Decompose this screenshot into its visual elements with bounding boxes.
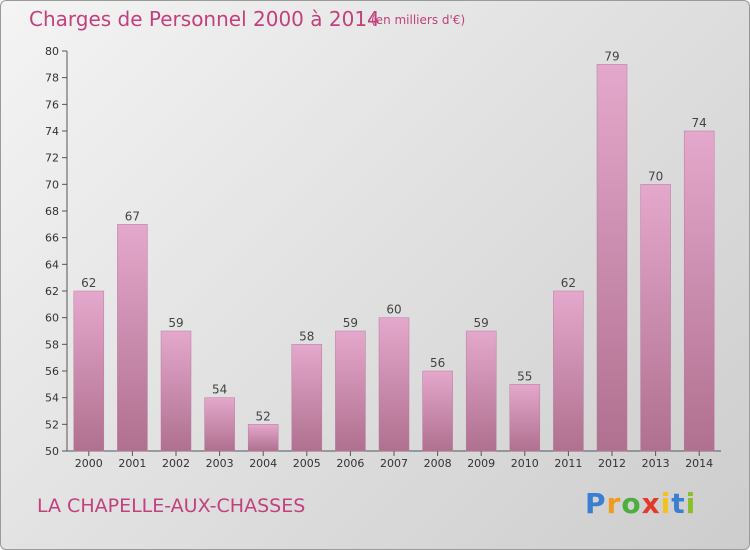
bars-group: 62 67 59 54 52 58 59 60 56 59 55 62 79 70 74: [73, 49, 715, 452]
y-tick-label: 64: [45, 258, 59, 271]
y-axis: 50 52 54 56 58 60 62 64 66 68 70 72 74 76 78 80: [45, 45, 68, 458]
bar-value-label: 59: [474, 316, 489, 330]
logo-letter: P: [585, 487, 607, 520]
logo-letter: t: [671, 487, 686, 520]
commune-name: LA CHAPELLE-AUX-CHASSES: [37, 495, 306, 517]
x-tick-label: 2008: [424, 457, 452, 470]
bar: [204, 397, 235, 452]
x-tick-label: 2002: [162, 457, 190, 470]
x-tick-label: 2014: [685, 457, 713, 470]
bar: [247, 424, 279, 452]
y-tick-label: 74: [45, 125, 59, 138]
x-axis: 2000 2001 2002 2003 2004 2005 2006 2007 2008 2009…: [67, 450, 721, 470]
bar: [378, 317, 410, 452]
x-tick-label: 2013: [642, 457, 670, 470]
y-tick-label: 70: [45, 178, 59, 191]
logo-letter: x: [641, 487, 661, 520]
bar: [160, 330, 192, 452]
y-tick-label: 66: [45, 232, 59, 245]
bar: [509, 384, 541, 452]
proxiti-logo: Proxiti: [585, 487, 696, 520]
y-tick-label: 78: [45, 72, 59, 85]
bar: [640, 184, 671, 452]
bar: [553, 290, 584, 452]
y-tick-label: 76: [45, 98, 59, 111]
y-tick-label: 80: [45, 45, 59, 58]
x-tick-label: 2000: [75, 457, 103, 470]
bar: [335, 330, 366, 452]
bar-value-label: 74: [692, 116, 707, 130]
y-tick-label: 54: [45, 392, 59, 405]
x-tick-label: 2004: [249, 457, 277, 470]
chart-title: Charges de Personnel 2000 à 2014: [29, 7, 380, 31]
logo-letter: o: [621, 487, 642, 520]
bar-value-label: 58: [299, 329, 314, 343]
y-tick-label: 56: [45, 365, 59, 378]
bar: [291, 344, 323, 452]
bar-value-label: 59: [168, 316, 183, 330]
bar: [422, 370, 453, 452]
x-tick-label: 2007: [380, 457, 408, 470]
bar-value-label: 56: [430, 356, 445, 370]
x-tick-label: 2012: [598, 457, 626, 470]
bar-value-label: 52: [256, 409, 271, 423]
y-tick-label: 68: [45, 205, 59, 218]
logo-letter: i: [685, 487, 697, 520]
y-tick-label: 50: [45, 445, 59, 458]
x-tick-label: 2001: [118, 457, 146, 470]
x-tick-label: 2006: [336, 457, 364, 470]
bar: [73, 290, 105, 452]
y-tick-label: 58: [45, 338, 59, 351]
bar-value-label: 60: [386, 303, 401, 317]
bar: [683, 130, 715, 452]
bar-value-label: 55: [517, 369, 532, 383]
chart-subtitle: (en milliers d'€): [371, 13, 466, 27]
y-tick-label: 62: [45, 285, 59, 298]
logo-letter: i: [660, 487, 672, 520]
x-tick-label: 2011: [554, 457, 582, 470]
bar-value-label: 62: [81, 276, 96, 290]
bar: [465, 330, 497, 452]
x-tick-label: 2010: [511, 457, 539, 470]
x-tick-label: 2005: [293, 457, 321, 470]
y-tick-label: 72: [45, 152, 59, 165]
logo-letter: r: [606, 487, 622, 520]
bar: [117, 224, 148, 452]
bar-value-label: 54: [212, 383, 227, 397]
y-tick-label: 52: [45, 418, 59, 431]
y-tick-label: 60: [45, 312, 59, 325]
x-tick-label: 2009: [467, 457, 495, 470]
bar-value-label: 79: [604, 49, 619, 63]
bar-value-label: 59: [343, 316, 358, 330]
x-tick-label: 2003: [206, 457, 234, 470]
bar: [596, 64, 628, 452]
bar-value-label: 62: [561, 276, 576, 290]
bar-value-label: 70: [648, 169, 663, 183]
bar-value-label: 67: [125, 209, 140, 223]
